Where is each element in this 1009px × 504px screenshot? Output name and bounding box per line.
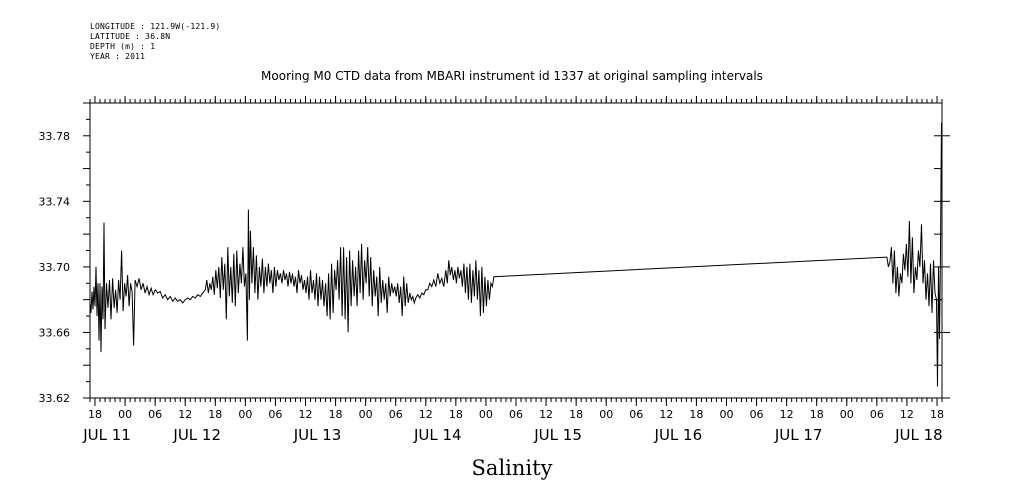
x-tick-label: 06 <box>509 408 523 421</box>
x-date-label: JUL 12 <box>172 426 221 444</box>
chart-title: Mooring M0 CTD data from MBARI instrumen… <box>261 69 763 83</box>
axis-labels: 18 00 06 12 18 00 06 12 18 00 06 12 18 00 06 12 18 00 06 12… <box>39 130 944 444</box>
x-tick-label: 06 <box>750 408 764 421</box>
x-tick-label: 06 <box>629 408 643 421</box>
x-tick-label: 18 <box>689 408 703 421</box>
latitude-text: LATITUDE : 36.8N <box>90 32 171 41</box>
x-tick-label: 18 <box>930 408 944 421</box>
longitude-text: LONGITUDE : 121.9W(-121.9) <box>90 22 221 31</box>
x-tick-label: 18 <box>329 408 343 421</box>
year-text: YEAR : 2011 <box>90 52 146 61</box>
x-tick-label: 12 <box>178 408 192 421</box>
x-date-label: JUL 17 <box>774 426 823 444</box>
metadata-block: LONGITUDE : 121.9W(-121.9) LATITUDE : 36… <box>90 22 220 62</box>
x-date-label: JUL 18 <box>894 426 943 444</box>
depth-text: DEPTH (m) : 1 <box>90 42 156 51</box>
x-date-label: JUL 14 <box>413 426 462 444</box>
x-tick-label: 00 <box>599 408 613 421</box>
x-date-label: JUL 11 <box>82 426 131 444</box>
x-tick-label: 18 <box>88 408 102 421</box>
x-tick-label: 00 <box>479 408 493 421</box>
axis-ticks <box>83 96 950 406</box>
y-tick-label: 33.78 <box>39 130 71 143</box>
x-axis-label: Salinity <box>472 456 553 480</box>
x-date-label: JUL 16 <box>654 426 703 444</box>
x-tick-label: 12 <box>900 408 914 421</box>
x-tick-label: 18 <box>208 408 222 421</box>
x-tick-label: 00 <box>359 408 373 421</box>
salinity-series-line <box>89 122 943 387</box>
x-date-label: JUL 13 <box>293 426 342 444</box>
y-tick-label: 33.66 <box>39 326 71 339</box>
x-tick-label: 12 <box>419 408 433 421</box>
x-tick-label: 00 <box>238 408 252 421</box>
x-tick-label: 06 <box>148 408 162 421</box>
x-date-label: JUL 15 <box>533 426 582 444</box>
y-tick-label: 33.74 <box>39 195 71 208</box>
x-tick-label: 12 <box>539 408 553 421</box>
x-tick-label: 06 <box>268 408 282 421</box>
x-tick-label: 18 <box>810 408 824 421</box>
x-tick-label: 12 <box>780 408 794 421</box>
x-tick-label: 06 <box>870 408 884 421</box>
x-tick-label: 06 <box>389 408 403 421</box>
x-tick-label: 00 <box>118 408 132 421</box>
plot-frame <box>89 102 943 399</box>
x-tick-label: 00 <box>719 408 733 421</box>
x-tick-label: 00 <box>840 408 854 421</box>
x-tick-label: 12 <box>659 408 673 421</box>
x-tick-label: 12 <box>299 408 313 421</box>
y-tick-label: 33.70 <box>39 261 71 274</box>
x-tick-label: 18 <box>569 408 583 421</box>
x-tick-label: 18 <box>449 408 463 421</box>
y-tick-label: 33.62 <box>39 392 71 405</box>
series-group <box>89 122 943 387</box>
